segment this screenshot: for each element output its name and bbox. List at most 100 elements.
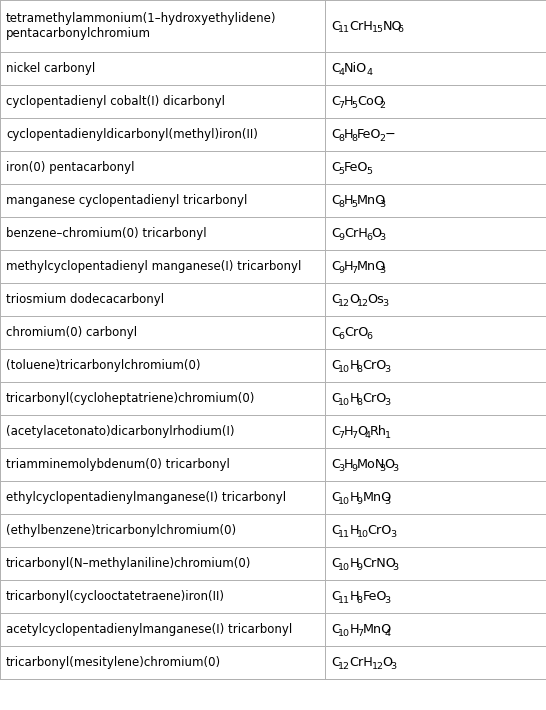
Text: CrH: CrH [344, 227, 368, 240]
Text: NiO: NiO [344, 62, 367, 75]
Text: 3: 3 [384, 497, 390, 506]
Text: H: H [344, 95, 353, 108]
Text: 4: 4 [339, 68, 345, 77]
Text: tetramethylammonium(1–hydroxyethylidene)
pentacarbonylchromium: tetramethylammonium(1–hydroxyethylidene)… [6, 12, 276, 40]
Text: 12: 12 [357, 299, 369, 308]
Text: 5: 5 [366, 167, 372, 176]
Text: C: C [331, 557, 340, 570]
Text: C: C [331, 194, 340, 207]
Text: H: H [349, 590, 359, 603]
Text: Os: Os [368, 293, 384, 306]
Text: 12: 12 [372, 662, 384, 671]
Text: 8: 8 [357, 596, 363, 605]
Text: C: C [331, 326, 340, 339]
Text: 3: 3 [392, 464, 398, 473]
Text: 3: 3 [384, 596, 390, 605]
Text: 6: 6 [397, 26, 403, 34]
Text: H: H [344, 128, 353, 141]
Text: H: H [344, 425, 353, 438]
Text: O: O [372, 227, 382, 240]
Text: (toluene)tricarbonylchromium(0): (toluene)tricarbonylchromium(0) [6, 359, 200, 372]
Text: C: C [331, 392, 340, 405]
Text: 12: 12 [339, 299, 351, 308]
Text: H: H [349, 524, 359, 537]
Text: 2: 2 [379, 133, 385, 143]
Text: 3: 3 [379, 233, 385, 242]
Text: C: C [331, 590, 340, 603]
Text: 8: 8 [351, 133, 357, 143]
Text: CrH: CrH [349, 656, 373, 669]
Text: H: H [349, 491, 359, 504]
Text: 11: 11 [339, 596, 351, 605]
Text: O: O [383, 656, 393, 669]
Text: 10: 10 [339, 365, 351, 374]
Text: 6: 6 [366, 332, 372, 341]
Text: 8: 8 [357, 365, 363, 374]
Text: H: H [349, 557, 359, 570]
Text: 3: 3 [384, 398, 390, 407]
Text: MnO: MnO [362, 491, 391, 504]
Text: tricarbonyl(cycloheptatriene)chromium(0): tricarbonyl(cycloheptatriene)chromium(0) [6, 392, 256, 405]
Text: 9: 9 [357, 563, 363, 572]
Text: H: H [344, 260, 353, 273]
Text: cyclopentadienyl cobalt(I) dicarbonyl: cyclopentadienyl cobalt(I) dicarbonyl [6, 95, 225, 108]
Text: 2: 2 [379, 101, 385, 110]
Text: chromium(0) carbonyl: chromium(0) carbonyl [6, 326, 137, 339]
Text: 10: 10 [339, 497, 351, 506]
Text: 4: 4 [364, 431, 370, 439]
Text: CrO: CrO [344, 326, 368, 339]
Text: 10: 10 [357, 530, 369, 539]
Text: FeO: FeO [357, 128, 381, 141]
Text: tricarbonyl(N–methylaniline)chromium(0): tricarbonyl(N–methylaniline)chromium(0) [6, 557, 251, 570]
Text: triamminemolybdenum(0) tricarbonyl: triamminemolybdenum(0) tricarbonyl [6, 458, 230, 471]
Text: 8: 8 [339, 133, 345, 143]
Text: O: O [349, 293, 359, 306]
Text: tricarbonyl(cyclooctatetraene)iron(II): tricarbonyl(cyclooctatetraene)iron(II) [6, 590, 225, 603]
Text: C: C [331, 95, 340, 108]
Text: iron(0) pentacarbonyl: iron(0) pentacarbonyl [6, 161, 134, 174]
Text: 6: 6 [366, 233, 372, 242]
Text: C: C [331, 458, 340, 471]
Text: MoN: MoN [357, 458, 385, 471]
Text: CoO: CoO [357, 95, 384, 108]
Text: FeO: FeO [362, 590, 387, 603]
Text: 3: 3 [392, 563, 398, 572]
Text: C: C [331, 656, 340, 669]
Text: 3: 3 [379, 266, 385, 275]
Text: H: H [344, 458, 353, 471]
Text: 7: 7 [351, 266, 357, 275]
Text: 9: 9 [339, 266, 345, 275]
Text: 3: 3 [379, 464, 385, 473]
Text: 8: 8 [357, 398, 363, 407]
Text: 7: 7 [351, 431, 357, 439]
Text: 5: 5 [339, 167, 345, 176]
Text: 5: 5 [351, 101, 357, 110]
Text: 3: 3 [383, 299, 389, 308]
Text: cyclopentadienyldicarbonyl(methyl)iron(II): cyclopentadienyldicarbonyl(methyl)iron(I… [6, 128, 258, 141]
Text: C: C [331, 227, 340, 240]
Text: C: C [331, 524, 340, 537]
Text: 10: 10 [339, 398, 351, 407]
Text: ethylcyclopentadienylmanganese(I) tricarbonyl: ethylcyclopentadienylmanganese(I) tricar… [6, 491, 286, 504]
Text: MnO: MnO [362, 623, 391, 636]
Text: 7: 7 [339, 101, 345, 110]
Text: CrO: CrO [368, 524, 392, 537]
Text: FeO: FeO [344, 161, 369, 174]
Text: 3: 3 [390, 530, 396, 539]
Text: 8: 8 [339, 200, 345, 209]
Text: 9: 9 [339, 233, 345, 242]
Text: (acetylacetonato)dicarbonylrhodium(I): (acetylacetonato)dicarbonylrhodium(I) [6, 425, 234, 438]
Text: 5: 5 [351, 200, 357, 209]
Text: O: O [384, 458, 395, 471]
Text: −: − [384, 128, 395, 141]
Text: H: H [349, 359, 359, 372]
Text: C: C [331, 128, 340, 141]
Text: C: C [331, 359, 340, 372]
Text: acetylcyclopentadienylmanganese(I) tricarbonyl: acetylcyclopentadienylmanganese(I) trica… [6, 623, 292, 636]
Text: 1: 1 [384, 431, 390, 439]
Text: 3: 3 [384, 365, 390, 374]
Text: 11: 11 [339, 26, 351, 34]
Text: C: C [331, 425, 340, 438]
Text: 9: 9 [351, 464, 357, 473]
Text: CrH: CrH [349, 19, 373, 33]
